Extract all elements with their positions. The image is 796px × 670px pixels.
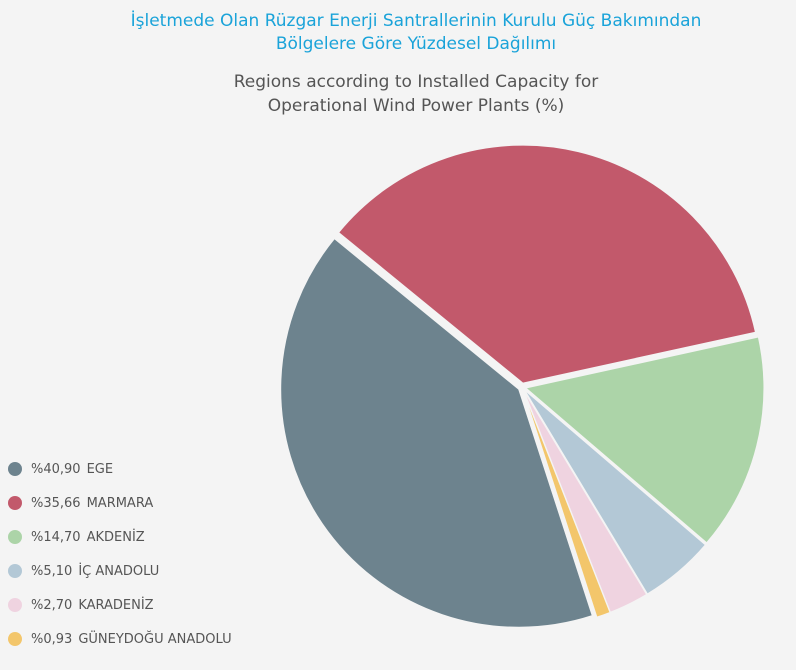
legend-item: %5,10 İÇ ANADOLU — [8, 554, 308, 588]
chart-title-tr-line2: Bölgelere Göre Yüzdesel Dağılımı — [275, 34, 557, 54]
chart-title-en-line1: Regions according to Installed Capacity … — [233, 72, 599, 92]
legend-item: %2,70 KARADENİZ — [8, 588, 308, 622]
legend-swatch — [8, 462, 22, 476]
pie-slice-marmara — [337, 144, 757, 384]
legend-item: %0,93 GÜNEYDOĞU ANADOLU — [8, 622, 308, 656]
legend-label: KARADENİZ — [78, 597, 154, 613]
legend-swatch — [8, 496, 22, 510]
legend-swatch — [8, 564, 22, 578]
legend-value: %14,70 — [31, 529, 81, 545]
legend-value: %0,93 — [31, 631, 73, 647]
legend-value: %40,90 — [31, 461, 81, 477]
legend-value: %35,66 — [31, 495, 81, 511]
legend-label: GÜNEYDOĞU ANADOLU — [78, 631, 232, 647]
chart-title-tr-line1: İşletmede Olan Rüzgar Enerji Santralleri… — [130, 11, 702, 31]
legend-label: AKDENİZ — [86, 529, 145, 545]
legend-swatch — [8, 598, 22, 612]
legend-swatch — [8, 632, 22, 646]
chart-title-turkish: İşletmede Olan Rüzgar Enerji Santralleri… — [0, 10, 796, 56]
legend-label: EGE — [86, 461, 114, 477]
legend-value: %2,70 — [31, 597, 73, 613]
legend-item: %14,70 AKDENİZ — [8, 520, 308, 554]
legend-item: %40,90 EGE — [8, 452, 308, 486]
legend-label: MARMARA — [86, 495, 154, 511]
pie-slice-i̇ç-anadolu — [524, 389, 707, 595]
chart-title-en-line2: Operational Wind Power Plants (%) — [267, 96, 565, 116]
chart-legend: %40,90 EGE %35,66 MARMARA %14,70 AKDENİZ %5,10… — [8, 452, 308, 656]
legend-value: %5,10 — [31, 563, 73, 579]
legend-label: İÇ ANADOLU — [78, 563, 160, 579]
legend-swatch — [8, 530, 22, 544]
legend-item: %35,66 MARMARA — [8, 486, 308, 520]
pie-slice-ege — [280, 237, 593, 628]
pie-slice-akdeni̇z — [524, 336, 765, 544]
pie-slice-güneydoğu-anadolu — [522, 390, 611, 618]
chart-title-english: Regions according to Installed Capacity … — [0, 70, 796, 118]
